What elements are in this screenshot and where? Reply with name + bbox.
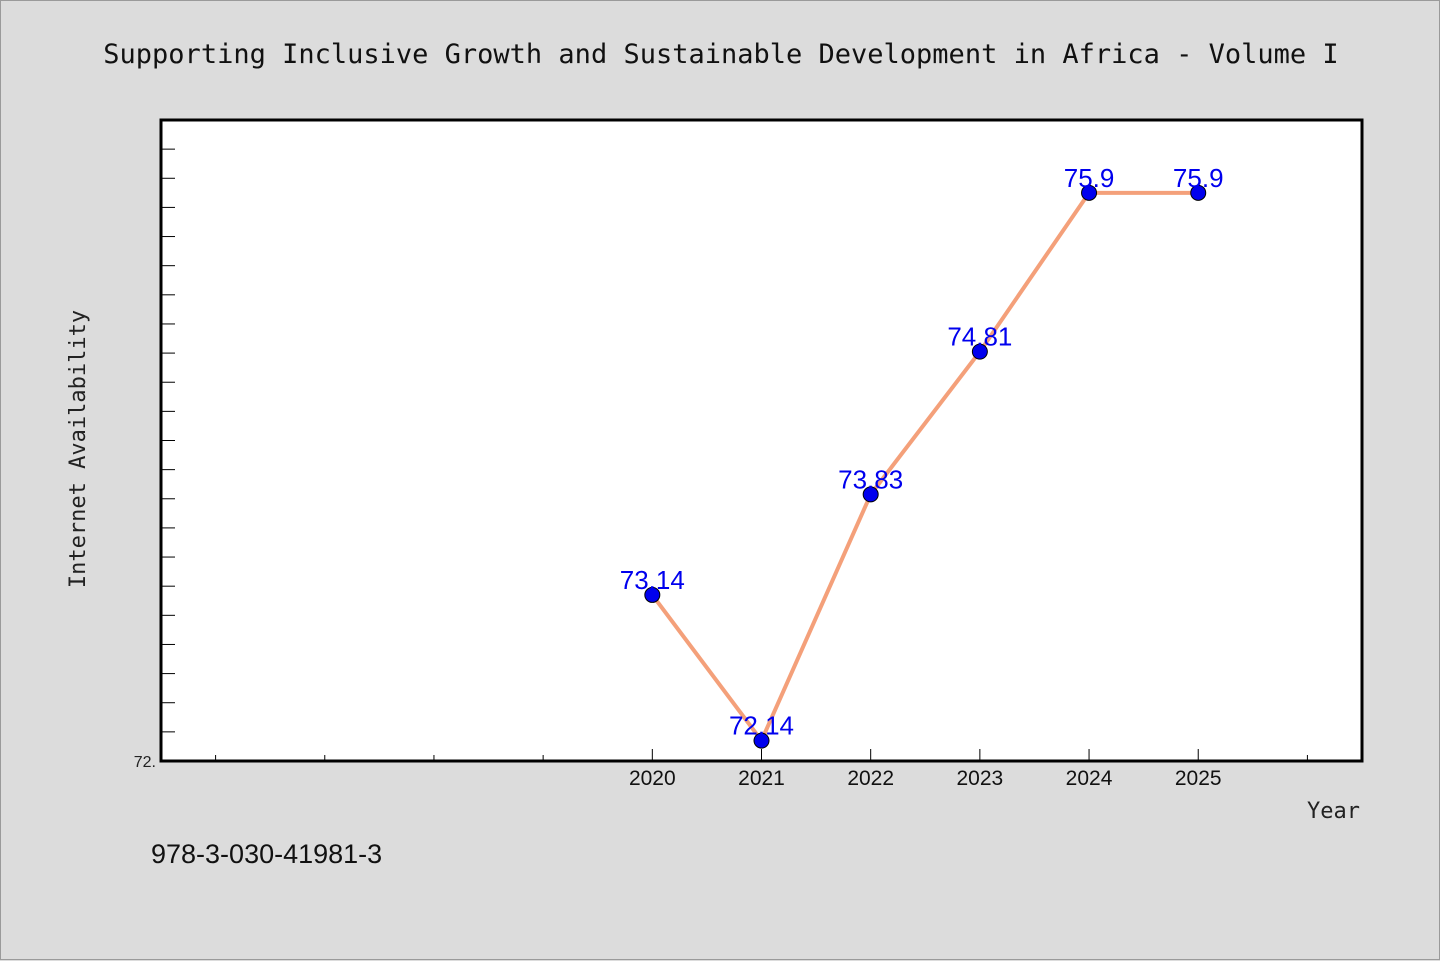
x-tick-label: 2024 xyxy=(1066,767,1113,790)
x-tick-label: 2022 xyxy=(847,767,894,790)
footer-isbn: 978-3-030-41981-3 xyxy=(151,839,382,869)
data-point xyxy=(644,586,661,603)
x-axis-title: Year xyxy=(1307,799,1360,824)
x-axis-ticks: 2020 2021 2022 2023 2024 2025 xyxy=(215,749,1308,790)
data-point xyxy=(1190,184,1207,201)
series-line xyxy=(650,190,1199,743)
data-label: 72.14 xyxy=(729,711,794,741)
y-axis-ticks xyxy=(161,148,175,733)
data-point xyxy=(971,343,988,360)
plot-area xyxy=(159,118,1364,763)
series-line-group xyxy=(650,190,1199,743)
data-label: 74.81 xyxy=(947,322,1012,352)
data-labels: 73.14 72.14 73.83 74.81 75.9 75.9 xyxy=(620,163,1224,741)
data-point xyxy=(753,732,770,749)
x-tick-label: 2023 xyxy=(957,767,1004,790)
data-label: 75.9 xyxy=(1173,163,1224,193)
x-tick-label: 2020 xyxy=(629,767,676,790)
x-tick-label: 2021 xyxy=(738,767,785,790)
y-axis-title: Internet Availability xyxy=(66,310,91,588)
x-tick-label: 2025 xyxy=(1175,767,1222,790)
data-label: 73.14 xyxy=(620,565,685,595)
data-point xyxy=(1081,184,1098,201)
data-label: 73.83 xyxy=(838,464,903,494)
data-markers xyxy=(644,184,1207,749)
y-tick-label: 72. xyxy=(134,754,156,771)
chart-title: Supporting Inclusive Growth and Sustaina… xyxy=(103,39,1338,70)
data-label: 75.9 xyxy=(1064,163,1115,193)
data-point xyxy=(862,486,879,503)
